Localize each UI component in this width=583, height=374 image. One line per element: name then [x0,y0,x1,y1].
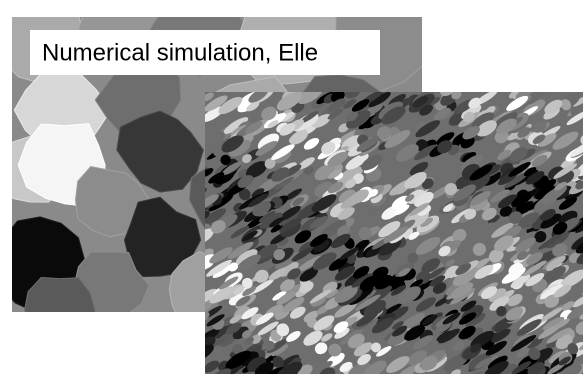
image-label: Numerical simulation, Elle [42,39,318,66]
scene: Numerical simulation, Elle [0,0,583,374]
grain [25,278,95,343]
fine-grain-image [188,78,583,374]
page: {"label": "Numerical simulation, Elle"} … [0,0,583,374]
